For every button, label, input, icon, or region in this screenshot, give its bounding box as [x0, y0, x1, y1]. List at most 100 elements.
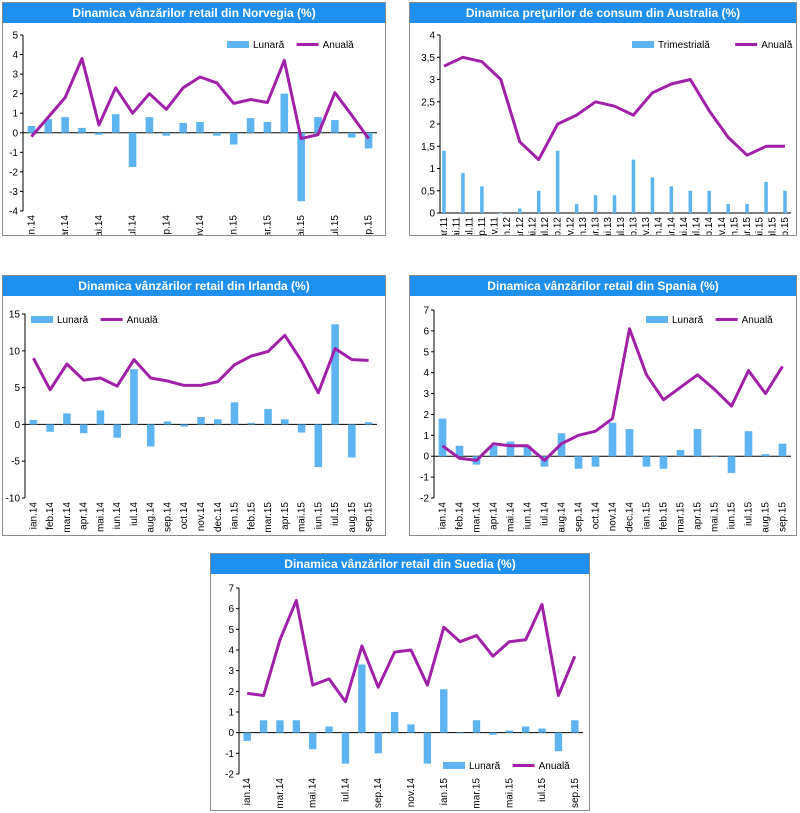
- y-tick-label: 5: [14, 383, 20, 394]
- legend-label: Anuală: [742, 315, 774, 326]
- x-tick-label: ian.14: [654, 217, 665, 235]
- bar: [163, 421, 172, 425]
- bar: [79, 424, 88, 434]
- legend-label: Anuală: [323, 40, 355, 51]
- series-line: [441, 327, 784, 462]
- bar: [347, 132, 356, 138]
- bar: [650, 177, 655, 213]
- y-tick-label: 5: [228, 625, 234, 636]
- x-tick-label: sep.14: [162, 502, 173, 532]
- x-tick-label: sep.14: [574, 502, 585, 532]
- y-tick-label: 1: [228, 708, 234, 719]
- x-tick-label: feb.14: [45, 502, 56, 530]
- series-line: [443, 55, 785, 162]
- x-tick-label: mar.15: [676, 502, 687, 533]
- chart-panel-suedia: Dinamica vânzărilor retail din Suedia (%…: [210, 553, 590, 811]
- chart-panel-irlanda: Dinamica vânzărilor retail din Irlanda (…: [2, 275, 386, 536]
- bar: [518, 208, 522, 213]
- bar: [314, 424, 323, 468]
- x-tick-label: mar.15: [263, 502, 274, 533]
- chart-title: Dinamica preţurilor de consum din Austra…: [410, 3, 796, 23]
- x-tick-label: iul.15: [330, 502, 341, 526]
- x-tick-label: iul.14: [540, 502, 551, 526]
- bar: [213, 419, 222, 425]
- bar: [423, 732, 432, 764]
- chart-title: Dinamica vânzărilor retail din Irlanda (…: [3, 276, 385, 296]
- x-tick-label: mar.14: [275, 778, 286, 809]
- chart-norvegia: -4 -3 -2 -1 0 1 2 3 4 5 ian.14 mar.14 mai.14 iul.14 se…: [9, 31, 377, 235]
- x-tick-label: nov.11: [490, 217, 501, 235]
- bar: [744, 431, 753, 457]
- x-tick-label: apr.15: [693, 502, 704, 530]
- bar: [554, 732, 563, 752]
- x-tick-label: oct.14: [591, 502, 602, 530]
- bar: [264, 408, 272, 425]
- y-tick-label: 0: [12, 128, 18, 139]
- bar: [29, 419, 38, 425]
- bar: [440, 689, 448, 733]
- x-tick-label: ian.12: [502, 217, 513, 235]
- y-tick-label: 2: [228, 687, 234, 698]
- legend-bar-swatch: [227, 41, 249, 48]
- x-tick-label: sep.14: [161, 215, 172, 235]
- bar: [659, 456, 668, 469]
- x-tick-label: sep.15: [570, 778, 581, 808]
- bar: [95, 132, 103, 135]
- x-tick-label: mai.12: [527, 217, 538, 235]
- legend: Lunară Anuală: [443, 761, 570, 772]
- y-tick-label: 5: [423, 347, 429, 358]
- bar: [461, 172, 465, 213]
- x-tick-label: iun.15: [313, 502, 324, 530]
- bar: [642, 456, 651, 467]
- y-tick-label: 6: [228, 604, 234, 615]
- series-line: [247, 598, 577, 704]
- legend: Lunară Anuală: [227, 40, 354, 51]
- chart-panel-australia: Dinamica preţurilor de consum din Austra…: [409, 2, 797, 236]
- bar: [374, 732, 382, 754]
- x-tick-label: mar.15: [262, 215, 273, 235]
- y-tick-label: -2: [225, 770, 234, 781]
- x-tick-label: apr.14: [79, 502, 90, 530]
- x-tick-label: mar.13: [591, 217, 602, 235]
- x-tick-label: ian.14: [28, 502, 39, 530]
- y-tick-label: -4: [9, 207, 18, 218]
- bar: [778, 443, 787, 457]
- bar: [113, 424, 121, 438]
- x-tick-label: ian.15: [230, 502, 241, 530]
- legend-bar-swatch: [443, 762, 465, 769]
- bar: [44, 119, 53, 133]
- legend-label: Anuală: [539, 761, 571, 772]
- legend: Lunară Anuală: [31, 315, 158, 326]
- bar: [442, 150, 446, 213]
- x-tick-label: sep.12: [553, 217, 564, 235]
- x-tick-label: sep.11: [477, 217, 488, 235]
- bar: [571, 720, 579, 733]
- bar: [263, 122, 272, 133]
- y-tick-label: 1: [429, 164, 435, 175]
- bar: [259, 720, 268, 733]
- y-tick-label: 2,5: [421, 97, 435, 108]
- legend-label: Anuală: [127, 315, 159, 326]
- y-tick-label: -2: [9, 167, 18, 178]
- x-tick-label: iul.13: [616, 217, 627, 235]
- x-tick-label: sep.13: [628, 217, 639, 235]
- x-tick-label: mar.14: [666, 217, 677, 235]
- bar: [281, 419, 289, 425]
- x-tick-label: ian.13: [578, 217, 589, 235]
- x-tick-label: iul.15: [330, 215, 341, 235]
- x-tick-label: sep.14: [373, 778, 384, 808]
- x-tick-label: iul.14: [128, 215, 139, 235]
- bar: [341, 732, 350, 764]
- bar: [180, 424, 189, 427]
- y-tick-label: 3: [228, 666, 234, 677]
- x-tick-label: sep.15: [780, 217, 791, 235]
- bar: [455, 445, 464, 457]
- x-tick-label: iul.15: [537, 778, 548, 802]
- bar: [280, 93, 289, 133]
- x-tick-label: ian.14: [438, 502, 449, 530]
- bar: [61, 117, 69, 133]
- bar: [669, 186, 674, 213]
- y-tick-label: 3: [423, 389, 429, 400]
- y-tick-label: 7: [228, 584, 234, 595]
- chart-title: Dinamica vânzărilor retail din Spania (%…: [410, 276, 796, 296]
